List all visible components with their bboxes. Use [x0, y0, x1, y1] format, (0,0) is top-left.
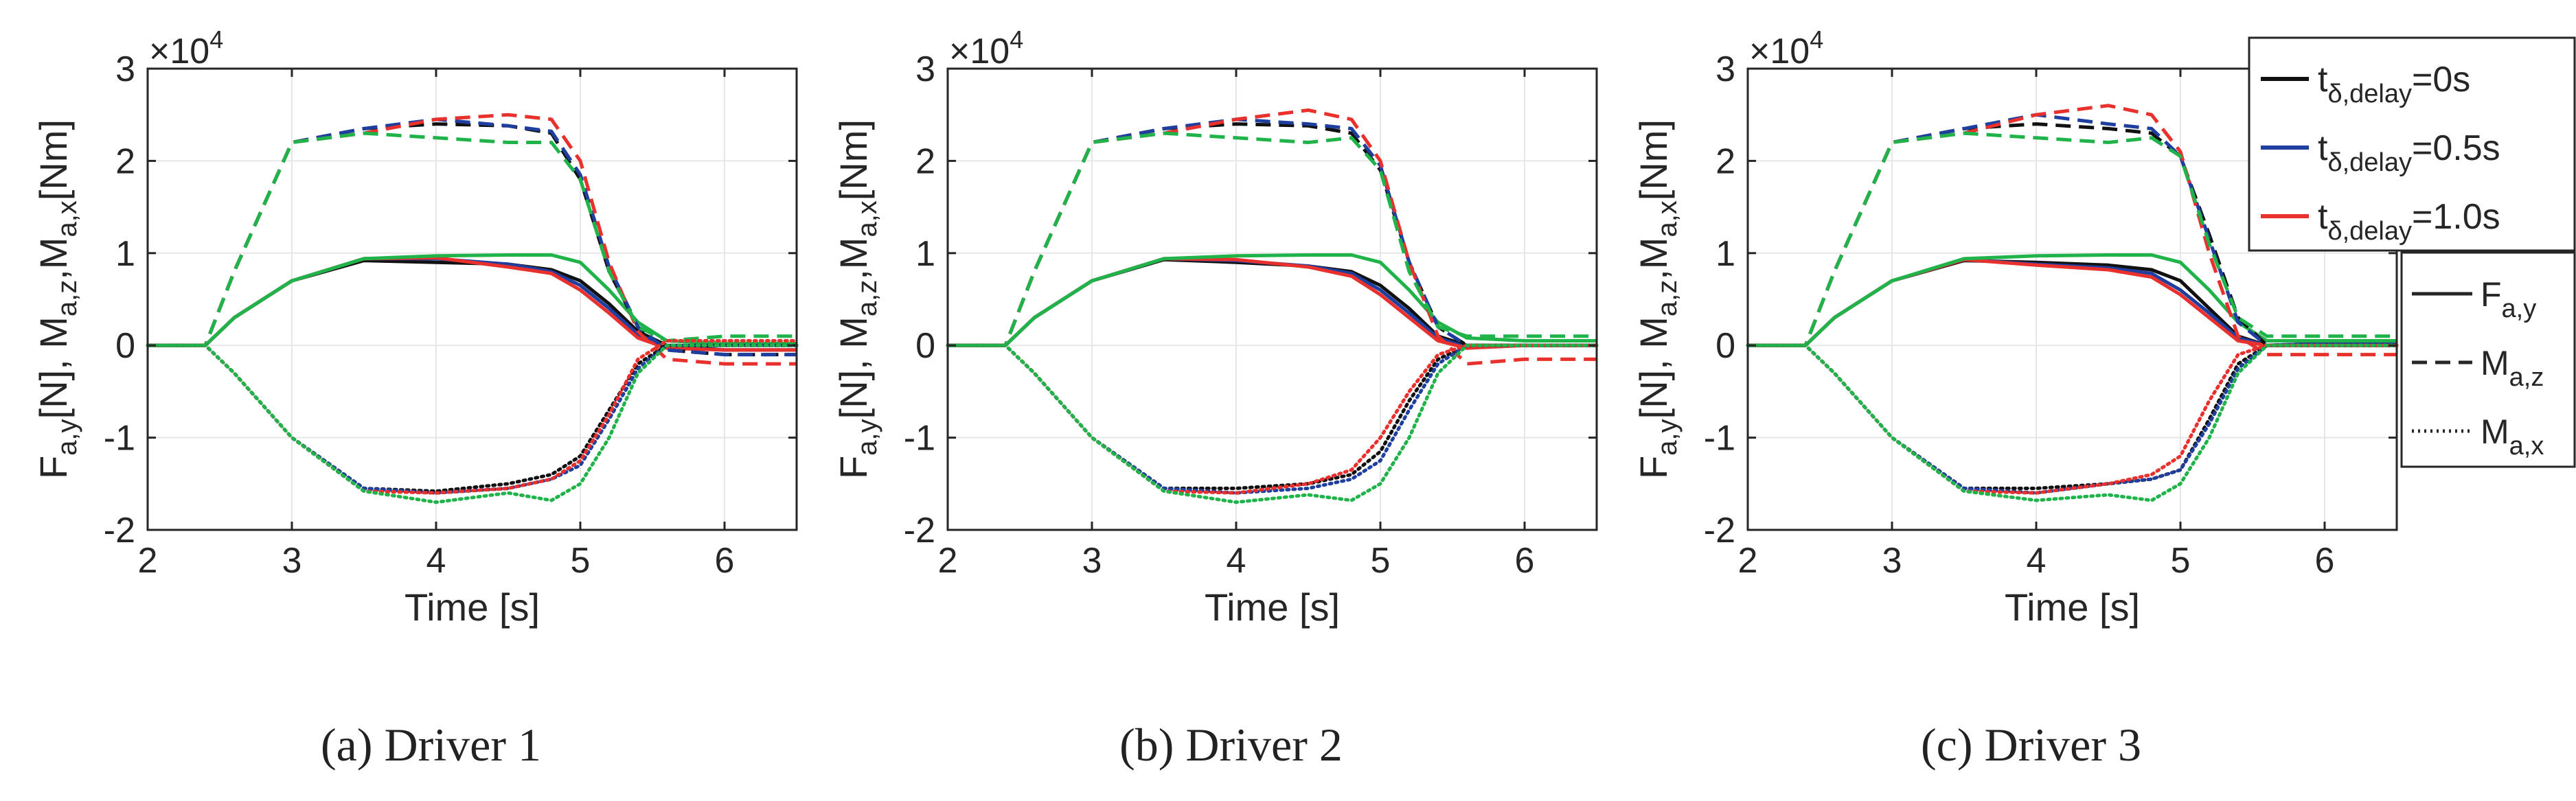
- y-tick-label: 1: [115, 234, 135, 274]
- x-tick-label: 6: [715, 541, 735, 581]
- series-line-4: [148, 253, 797, 347]
- series-line-2: [1748, 257, 2397, 347]
- series-line-4: [1748, 253, 2397, 347]
- chart-panel-3: 2 3 4 5 6 -2 -1 0 1 2 3 ×104 Time [s] Fa,y​[N], Ma,z​…: [1632, 25, 2399, 771]
- axis-box: [946, 67, 1598, 531]
- y-tick-label: -1: [104, 419, 135, 458]
- series-line-10: [146, 343, 799, 495]
- series-line-9: [1746, 343, 2399, 490]
- legend-style-label-2: Ma,z: [2481, 344, 2544, 392]
- series-line-11: [1746, 343, 2399, 495]
- series-line-8: [1748, 131, 2397, 347]
- y-tick-label: 1: [915, 234, 935, 274]
- x-tick-label: 5: [571, 541, 591, 581]
- series-line-1: [148, 259, 797, 352]
- series-line-1: [948, 257, 1597, 347]
- y-tick-label: 3: [1716, 49, 1735, 89]
- x-tick-label: 4: [426, 541, 446, 581]
- x-axis-label: Time [s]: [404, 585, 540, 629]
- x-tick-label: 2: [938, 541, 958, 581]
- y-axis-label: Fa,y​[N], Ma,z​,Ma,x​[Nm]: [32, 119, 82, 479]
- series-line-6: [148, 117, 797, 357]
- x-tick-label: 4: [1227, 541, 1246, 581]
- series-line-7: [1748, 104, 2397, 357]
- series-line-4: [948, 253, 1597, 347]
- series-line-9: [946, 343, 1599, 490]
- y-tick-label: 2: [115, 141, 135, 181]
- series-line-5: [948, 122, 1597, 347]
- y-tick-label: 0: [115, 326, 135, 366]
- series-line-12: [146, 343, 799, 504]
- series-line-1: [1748, 259, 2397, 347]
- x-tick-label: 3: [1882, 541, 1902, 581]
- chart-panel-1: 2 3 4 5 6 -2 -1 0 1 2 3 ×104 Time [s] Fa,y​[N], Ma,z​…: [32, 25, 799, 771]
- y-tick-label: 2: [1716, 141, 1735, 181]
- y-tick-label: 0: [1716, 326, 1735, 366]
- x-tick-label: 6: [1515, 541, 1535, 581]
- series-line-8: [148, 131, 797, 347]
- y-tick-label: -2: [104, 511, 135, 550]
- y-tick-label: 2: [915, 141, 935, 181]
- y-tick-label: -1: [1704, 419, 1735, 458]
- x-tick-label: 3: [1082, 541, 1102, 581]
- x-tick-label: 3: [282, 541, 302, 581]
- series-line-5: [1748, 122, 2397, 347]
- series-line-3: [1748, 257, 2397, 347]
- y-axis-label: Fa,y​[N], Ma,z​,Ma,x​[Nm]: [832, 119, 882, 479]
- series-line-9: [146, 343, 799, 494]
- series-line-7: [148, 113, 797, 366]
- series-line-8: [948, 131, 1597, 347]
- y-tick-label: -2: [1704, 511, 1735, 550]
- series-line-6: [948, 117, 1597, 347]
- series-line-2: [948, 257, 1597, 349]
- series-line-11: [146, 339, 799, 495]
- x-tick-label: 2: [138, 541, 158, 581]
- series-line-11: [946, 343, 1599, 495]
- legend-style: Fa,y Ma,z Ma,x: [2400, 251, 2576, 468]
- x-axis-label: Time [s]: [1205, 585, 1340, 629]
- y-tick-label: 3: [115, 49, 135, 89]
- y-axis-label: Fa,y​[N], Ma,z​,Ma,x​[Nm]: [1632, 119, 1683, 479]
- series-line-6: [1748, 113, 2397, 347]
- series-line-10: [1746, 343, 2399, 495]
- series-line-10: [946, 343, 1599, 495]
- axis-box: [1746, 67, 2398, 531]
- x-tick-label: 4: [2027, 541, 2047, 581]
- x-tick-label: 5: [1371, 541, 1391, 581]
- legend-style-label-1: Fa,y: [2481, 275, 2536, 323]
- y-tick-label: 0: [915, 326, 935, 366]
- x-axis-label: Time [s]: [2005, 585, 2140, 629]
- legend-style-label-3: Ma,x: [2481, 413, 2544, 461]
- axis-box: [146, 67, 798, 531]
- series-line-5: [148, 122, 797, 357]
- chart-panel-2: 2 3 4 5 6 -2 -1 0 1 2 3 ×104 Time [s] Fa,y​[N], Ma,z​…: [832, 25, 1599, 771]
- panel-caption: (a) Driver 1: [321, 719, 541, 771]
- series-line-3: [148, 256, 797, 352]
- y-tick-label: -1: [904, 419, 935, 458]
- x-tick-label: 2: [1738, 541, 1758, 581]
- legend-color-label-3: tδ,delay=1.0s: [2318, 197, 2500, 246]
- y-tick-label: 1: [1716, 234, 1735, 274]
- series-line-12: [946, 343, 1599, 504]
- legend-color-label-1: tδ,delay=0s: [2318, 60, 2470, 108]
- y-exponent-label: ×104: [1749, 25, 1823, 71]
- y-exponent-label: ×104: [149, 25, 223, 71]
- y-tick-label: 3: [915, 49, 935, 89]
- y-exponent-label: ×104: [949, 25, 1023, 71]
- panel-caption: (c) Driver 3: [1921, 719, 2141, 771]
- y-tick-label: -2: [904, 511, 935, 550]
- legend-color-label-2: tδ,delay=0.5s: [2318, 128, 2500, 177]
- series-line-2: [148, 257, 797, 352]
- x-tick-label: 6: [2315, 541, 2335, 581]
- panel-caption: (b) Driver 2: [1119, 719, 1343, 771]
- series-line-7: [948, 108, 1597, 366]
- series-line-3: [948, 257, 1597, 350]
- x-tick-label: 5: [2171, 541, 2191, 581]
- legend-color: tδ,delay=0s tδ,delay=0.5s tδ,delay=1.0s: [2248, 36, 2576, 252]
- series-line-12: [1746, 343, 2399, 502]
